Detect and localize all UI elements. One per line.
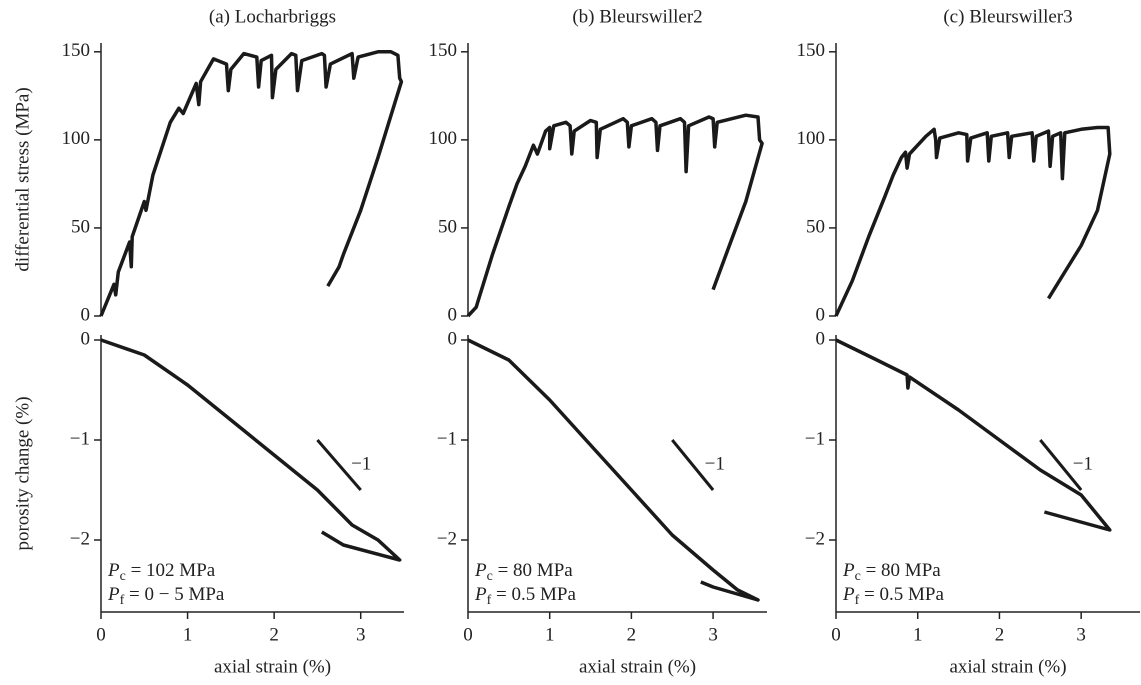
slope-line	[671, 439, 715, 491]
y-tick-label: 100	[62, 128, 91, 149]
symbol: P	[107, 560, 120, 581]
panel-title: (a) Locharbriggs	[209, 6, 336, 27]
x-tick-label: 3	[356, 624, 366, 645]
x-axis-label: axial strain (%)	[949, 656, 1066, 677]
x-tick-label: 0	[463, 624, 473, 645]
y-tick-label: 100	[797, 128, 826, 149]
symbol: P	[107, 584, 120, 605]
x-tick-label: 3	[708, 624, 718, 645]
x-tick-label: 0	[96, 624, 106, 645]
y-tick-label: 0	[81, 304, 91, 325]
panel-title: (b) Bleurswiller2	[572, 6, 702, 27]
y-axis-label: porosity change (%)	[12, 396, 33, 550]
data-line	[466, 113, 764, 318]
symbol: P	[474, 584, 487, 605]
subscript: c	[120, 569, 126, 584]
y-tick-label: 50	[438, 216, 457, 237]
slope-label: −1	[705, 453, 725, 474]
x-tick-label: 0	[831, 624, 841, 645]
y-tick-label: −2	[437, 528, 457, 549]
data-line	[835, 338, 1112, 532]
y-tick-label: −1	[437, 428, 457, 449]
y-tick-label: 150	[797, 40, 826, 61]
x-tick-label: 1	[183, 624, 193, 645]
slope-label: −1	[1073, 453, 1093, 474]
symbol: P	[474, 560, 487, 581]
condition-text: = 0 − 5 MPa	[124, 584, 225, 605]
y-axis-label: differential stress (MPa)	[12, 87, 33, 271]
condition-text: = 80 MPa	[861, 560, 941, 581]
symbol: P	[842, 560, 855, 581]
y-tick-label: 0	[81, 328, 91, 349]
x-tick-label: 3	[1076, 624, 1086, 645]
condition-label: Pf = 0.5 MPa	[842, 584, 944, 608]
x-tick-label: 2	[627, 624, 637, 645]
y-tick-label: 50	[806, 216, 825, 237]
x-tick-label: 1	[545, 624, 555, 645]
y-tick-label: 150	[429, 40, 458, 61]
condition-label: Pc = 80 MPa	[842, 560, 941, 584]
slope-line	[316, 439, 362, 491]
slope-line	[1039, 439, 1083, 491]
symbol: P	[842, 584, 855, 605]
condition-label: Pf = 0 − 5 MPa	[107, 584, 225, 608]
subscript: f	[487, 593, 492, 608]
y-tick-label: 0	[816, 328, 826, 349]
condition-label: Pc = 102 MPa	[107, 560, 216, 584]
y-tick-label: 150	[62, 40, 91, 61]
condition-text: = 102 MPa	[126, 560, 216, 581]
data-line	[99, 50, 404, 317]
x-tick-label: 2	[995, 624, 1005, 645]
y-tick-label: 100	[429, 128, 458, 149]
x-axis-label: axial strain (%)	[579, 656, 696, 677]
subscript: f	[855, 593, 860, 608]
data-line	[100, 338, 402, 562]
x-tick-label: 2	[269, 624, 279, 645]
x-tick-label: 1	[913, 624, 923, 645]
y-tick-label: 50	[71, 216, 90, 237]
y-tick-label: 0	[816, 304, 826, 325]
data-line	[834, 125, 1112, 317]
condition-text: = 80 MPa	[493, 560, 573, 581]
y-tick-label: −1	[70, 428, 90, 449]
condition-label: Pf = 0.5 MPa	[474, 584, 576, 608]
y-tick-label: 0	[448, 328, 458, 349]
subscript: f	[120, 593, 125, 608]
x-axis-label: axial strain (%)	[214, 656, 331, 677]
y-tick-label: −2	[805, 528, 825, 549]
y-tick-label: −2	[70, 528, 90, 549]
condition-label: Pc = 80 MPa	[474, 560, 573, 584]
condition-text: = 0.5 MPa	[491, 584, 576, 605]
data-line	[467, 338, 760, 602]
y-tick-label: −1	[805, 428, 825, 449]
slope-label: −1	[351, 453, 371, 474]
condition-text: = 0.5 MPa	[859, 584, 944, 605]
panel-title: (c) Bleurswiller3	[943, 6, 1072, 27]
subscript: c	[855, 569, 861, 584]
subscript: c	[487, 569, 493, 584]
y-tick-label: 0	[448, 304, 458, 325]
